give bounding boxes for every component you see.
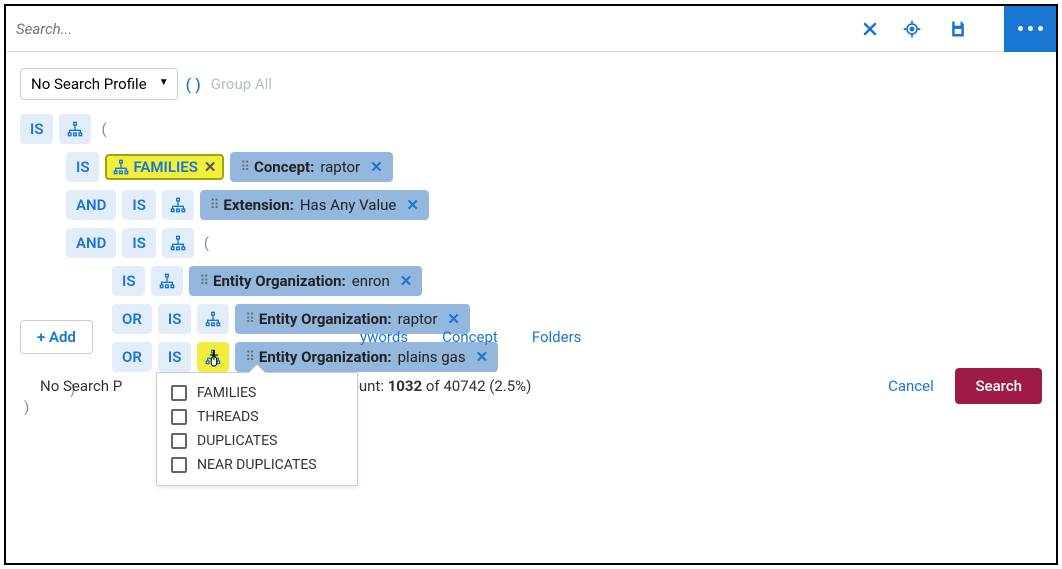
drag-icon: ⠿ [240, 160, 248, 175]
condition-field: Extension: [223, 196, 293, 214]
more-button[interactable] [1004, 6, 1056, 52]
topbar [6, 6, 1056, 52]
condition-value: raptor [320, 158, 360, 176]
checkbox[interactable] [171, 457, 187, 473]
dropdown-item-threads[interactable]: THREADS [157, 405, 357, 429]
condition-value: Has Any Value [300, 196, 396, 214]
dropdown-item-duplicates[interactable]: DUPLICATES [157, 429, 357, 453]
clear-icon[interactable] [860, 19, 880, 39]
search-button[interactable]: Search [955, 368, 1042, 404]
operator-chip[interactable]: IS [66, 152, 99, 182]
tree-dropdown: FAMILIES THREADS DUPLICATES NEAR DUPLICA… [156, 372, 358, 486]
close-icon[interactable]: ✕ [400, 272, 413, 290]
dropdown-label: THREADS [197, 409, 259, 425]
close-icon[interactable]: ✕ [370, 158, 383, 176]
condition-chip-concept[interactable]: ⠿ Concept: raptor ✕ [230, 152, 392, 182]
tab-concept[interactable]: Concept [442, 328, 498, 346]
drag-icon: ⠿ [199, 274, 207, 289]
query-row-2: AND IS ⠿ Extension: Has Any Value ✕ [66, 190, 1042, 220]
search-profile-select[interactable]: No Search Profile [20, 68, 178, 100]
content-area: No Search Profile ( ) Group All IS ( IS … [6, 52, 1056, 416]
tree-icon[interactable] [59, 114, 91, 144]
operator-chip[interactable]: IS [122, 228, 155, 258]
checkbox[interactable] [171, 385, 187, 401]
condition-field: Concept: [254, 158, 314, 176]
open-paren: ( [97, 120, 110, 138]
operator-chip[interactable]: IS [112, 266, 145, 296]
search-input[interactable] [6, 20, 860, 38]
cancel-button[interactable]: Cancel [888, 377, 934, 395]
query-row-4: IS ⠿ Entity Organization: enron ✕ [112, 266, 1042, 296]
paren-icon: ( ) [186, 75, 201, 94]
operator-chip[interactable]: AND [66, 228, 116, 258]
close-icon[interactable]: ✕ [406, 196, 419, 214]
checkbox[interactable] [171, 409, 187, 425]
operator-chip[interactable]: IS [122, 190, 155, 220]
condition-chip-extension[interactable]: ⠿ Extension: Has Any Value ✕ [200, 190, 429, 220]
condition-field: Entity Organization: [213, 272, 346, 290]
operator-chip[interactable]: IS [20, 114, 53, 144]
checkbox[interactable] [171, 433, 187, 449]
tab-links: ywords Concept Folders [360, 328, 581, 346]
close-icon[interactable]: ✕ [204, 158, 217, 176]
tab-folders[interactable]: Folders [532, 328, 582, 346]
app-window: No Search Profile ( ) Group All IS ( IS … [4, 4, 1058, 565]
locate-icon[interactable] [902, 19, 922, 39]
operator-chip[interactable]: AND [66, 190, 116, 220]
query-row-3: AND IS ( [66, 228, 1042, 258]
families-chip[interactable]: FAMILIES ✕ [105, 154, 224, 180]
add-button[interactable]: + Add [20, 320, 93, 354]
dropdown-label: NEAR DUPLICATES [197, 457, 317, 473]
dropdown-item-near-duplicates[interactable]: NEAR DUPLICATES [157, 453, 357, 477]
condition-chip-entity-org[interactable]: ⠿ Entity Organization: enron ✕ [189, 266, 422, 296]
families-label: FAMILIES [133, 158, 197, 176]
condition-value: enron [352, 272, 390, 290]
query-row-0: IS ( [20, 114, 1042, 144]
group-all-label: Group All [211, 75, 272, 93]
topbar-actions [860, 6, 1056, 52]
save-icon[interactable] [948, 19, 968, 39]
dropdown-label: FAMILIES [197, 385, 256, 401]
profile-row: No Search Profile ( ) Group All [20, 68, 1042, 100]
drag-icon: ⠿ [210, 198, 218, 213]
tab-row: + Add ywords Concept Folders [20, 320, 1042, 354]
tab-keywords[interactable]: ywords [360, 328, 408, 346]
tree-icon[interactable] [162, 228, 194, 258]
tree-icon[interactable] [162, 190, 194, 220]
dropdown-item-families[interactable]: FAMILIES [157, 381, 357, 405]
status-profile: No Search P [40, 377, 122, 395]
action-buttons: Cancel Search [888, 368, 1042, 404]
query-row-1: IS FAMILIES ✕ ⠿ Concept: raptor ✕ [66, 152, 1042, 182]
dropdown-label: DUPLICATES [197, 433, 277, 449]
open-paren: ( [200, 234, 213, 252]
tree-icon[interactable] [151, 266, 183, 296]
